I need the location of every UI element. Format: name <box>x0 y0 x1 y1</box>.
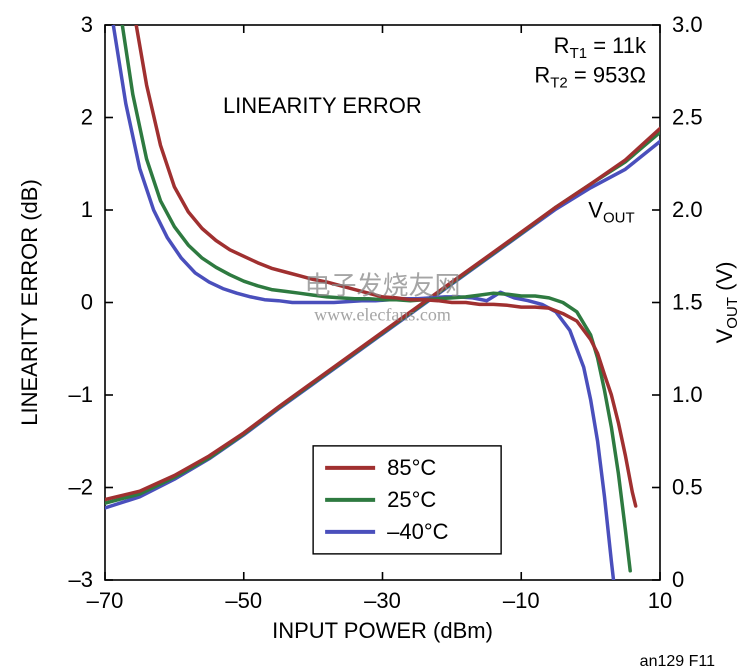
anno-rt1: RT1 = 11k <box>554 33 647 62</box>
anno-vout: VOUT <box>588 197 634 226</box>
x-tick-label: –30 <box>364 588 401 613</box>
watermark-line1: 电子发烧友网 <box>304 272 460 301</box>
legend-label: 85°C <box>387 455 436 480</box>
anno-linearity-error: LINEARITY ERROR <box>223 93 422 118</box>
x-tick-label: –10 <box>503 588 540 613</box>
x-tick-label: 10 <box>648 588 672 613</box>
yright-tick-label: 1.0 <box>672 382 703 407</box>
yright-tick-label: 3.0 <box>672 12 703 37</box>
yright-axis-label: VOUT (V) <box>712 262 741 344</box>
yleft-tick-label: 2 <box>81 105 93 130</box>
yright-tick-label: 1.5 <box>672 290 703 315</box>
yleft-tick-label: –3 <box>69 567 93 592</box>
yleft-tick-label: –2 <box>69 475 93 500</box>
yright-tick-label: 0.5 <box>672 475 703 500</box>
legend-label: 25°C <box>387 487 436 512</box>
yleft-tick-label: 0 <box>81 290 93 315</box>
figure-caption: an129 F11 <box>640 653 715 670</box>
yright-tick-label: 2.0 <box>672 197 703 222</box>
yleft-tick-label: 1 <box>81 197 93 222</box>
chart-svg: –70–50–30–1010–3–2–1012300.51.01.52.02.5… <box>0 0 750 672</box>
yleft-tick-label: 3 <box>81 12 93 37</box>
watermark-line2: www.elecfans.com <box>314 305 451 325</box>
yleft-tick-label: –1 <box>69 382 93 407</box>
yright-tick-label: 0 <box>672 567 684 592</box>
series-vout-m40c <box>105 142 660 508</box>
x-axis-label: INPUT POWER (dBm) <box>272 618 493 643</box>
chart-frame: –70–50–30–1010–3–2–1012300.51.01.52.02.5… <box>0 0 750 672</box>
x-tick-label: –50 <box>225 588 262 613</box>
anno-rt2: RT2 = 953Ω <box>534 62 646 91</box>
yright-tick-label: 2.5 <box>672 105 703 130</box>
legend-label: –40°C <box>387 519 449 544</box>
yleft-axis-label: LINEARITY ERROR (dB) <box>17 179 42 426</box>
